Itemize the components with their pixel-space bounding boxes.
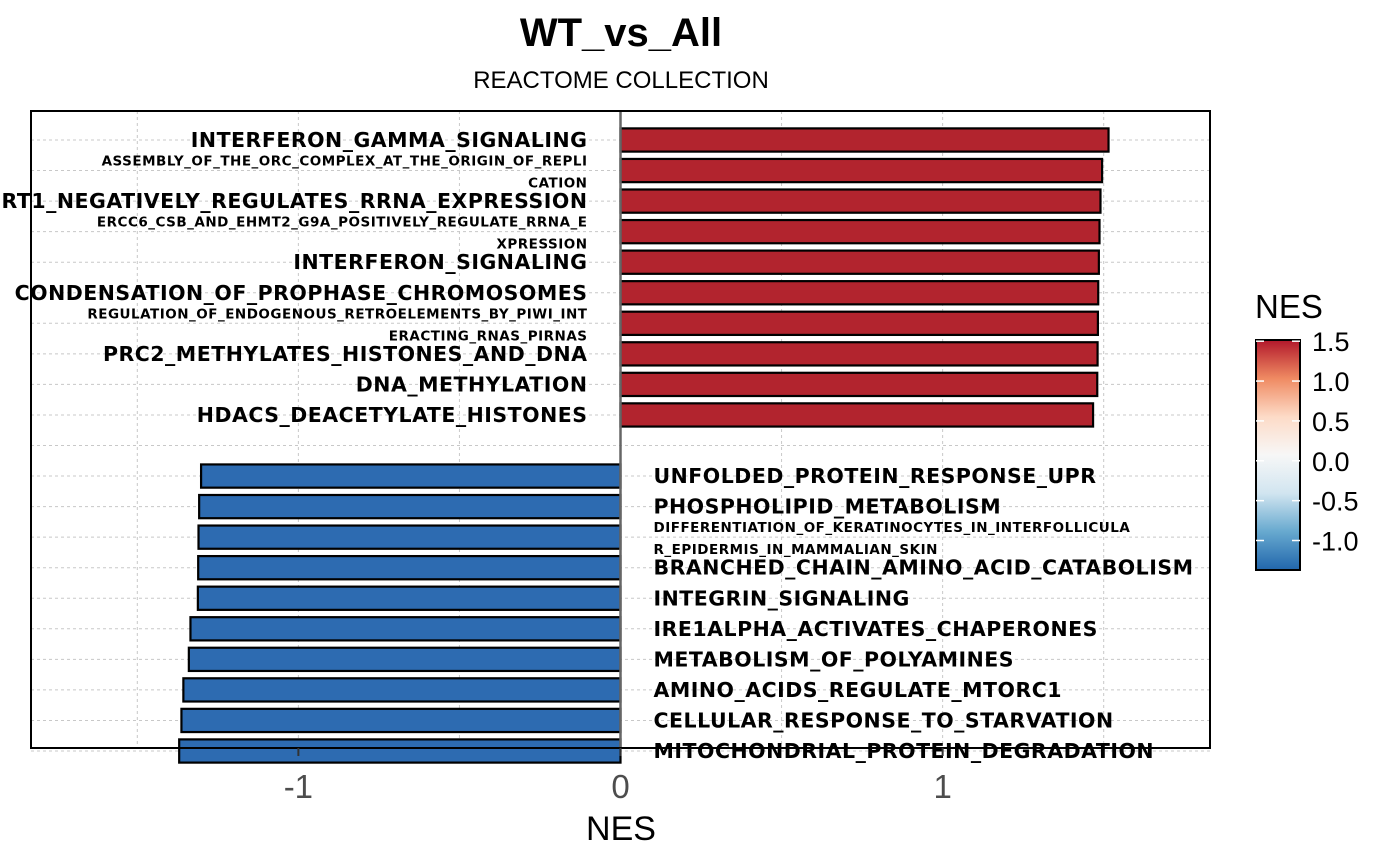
bar-9 (619, 402, 1095, 428)
bar-label-1-line-1: CATION (528, 176, 587, 192)
bar-label-6-line-1: ERACTING_RNAS_PIRNAS (389, 328, 588, 344)
bar-19 (180, 707, 622, 734)
bar-17 (187, 646, 622, 673)
legend-tick-label-3: 0.0 (1312, 447, 1350, 477)
bar-1 (619, 157, 1104, 184)
bar-label-5: CONDENSATION_OF_PROPHASE_CHROMOSOMES (15, 281, 588, 305)
legend-tick-label-1: 1.0 (1312, 367, 1350, 397)
bar-12 (198, 493, 622, 520)
legend-title: NES (1255, 288, 1323, 325)
bar-label-13-line-1: R_EPIDERMIS_IN_MAMMALIAN_SKIN (654, 542, 938, 558)
bar-label-7: PRC2_METHYLATES_HISTONES_AND_DNA (103, 342, 588, 366)
bar-5 (619, 280, 1100, 306)
bar-0 (619, 127, 1110, 153)
bars (178, 111, 1110, 764)
bar-label-19: CELLULAR_RESPONSE_TO_STARVATION (654, 708, 1114, 732)
legend-colorbar (1255, 339, 1301, 571)
x-axis: -1 0 1 (284, 748, 952, 805)
bar-13 (197, 524, 622, 550)
bar-label-0: INTERFERON_GAMMA_SIGNALING (191, 128, 588, 152)
bar-label-18: AMINO_ACIDS_REGULATE_MTORC1 (654, 678, 1063, 702)
bar-20 (178, 738, 622, 764)
bar-label-15: INTEGRIN_SIGNALING (654, 586, 910, 610)
bar-label-14: BRANCHED_CHAIN_AMINO_ACID_CATABOLISM (654, 556, 1194, 580)
legend-tick-label-0: 1.5 (1312, 327, 1350, 357)
legend-tick-label-5: -1.0 (1312, 527, 1359, 557)
x-axis-title: NES (586, 810, 656, 848)
bar-label-2: SIRT1_NEGATIVELY_REGULATES_RRNA_EXPRESSI… (0, 189, 588, 213)
bar-label-1-line-0: ASSEMBLY_OF_THE_ORC_COMPLEX_AT_THE_ORIGI… (102, 154, 588, 170)
x-tick-label-0: -1 (284, 768, 313, 805)
bar-label-16: IRE1ALPHA_ACTIVATES_CHAPERONES (654, 617, 1098, 641)
x-tick-label-1: 0 (611, 768, 629, 805)
chart-subtitle: REACTOME COLLECTION (473, 67, 769, 94)
bar-3 (619, 218, 1101, 245)
bar-16 (189, 616, 622, 642)
bar-label-6-line-0: REGULATION_OF_ENDOGENOUS_RETROELEMENTS_B… (87, 306, 587, 322)
bar-label-8: DNA_METHYLATION (356, 372, 588, 396)
bar-15 (196, 585, 622, 611)
bar-11 (199, 463, 622, 489)
bar-label-3-line-1: XPRESSION (496, 237, 587, 253)
bar-14 (197, 554, 622, 581)
bar-8 (619, 371, 1099, 398)
bar-labels: INTERFERON_GAMMA_SIGNALING ASSEMBLY_OF_TH… (0, 128, 1194, 763)
color-legend: NES 1.5 1.0 0.5 0.0 -0.5 -1.0 (1255, 288, 1359, 571)
bar-label-11: UNFOLDED_PROTEIN_RESPONSE_UPR (654, 464, 1097, 488)
bar-18 (182, 677, 622, 703)
bar-label-12: PHOSPHOLIPID_METABOLISM (654, 495, 1002, 519)
bar-2 (619, 188, 1102, 214)
x-tick-label-2: 1 (933, 768, 951, 805)
bar-label-20: MITOCHONDRIAL_PROTEIN_DEGRADATION (654, 739, 1155, 763)
bar-4 (619, 249, 1100, 275)
bar-6 (619, 310, 1099, 337)
bar-label-9: HDACS_DEACETYLATE_HISTONES (197, 403, 588, 427)
bar-label-4: INTERFERON_SIGNALING (293, 250, 587, 274)
bar-7 (619, 341, 1099, 367)
bar-label-3-line-0: ERCC6_CSB_AND_EHMT2_G9A_POSITIVELY_REGUL… (97, 215, 588, 231)
chart-title: WT_vs_All (520, 11, 722, 55)
bar-label-13-line-0: DIFFERENTIATION_OF_KERATINOCYTES_IN_INTE… (654, 520, 1131, 536)
legend-tick-label-4: -0.5 (1312, 487, 1359, 517)
legend-tick-label-2: 0.5 (1312, 407, 1350, 437)
bar-label-17: METABOLISM_OF_POLYAMINES (654, 647, 1015, 671)
